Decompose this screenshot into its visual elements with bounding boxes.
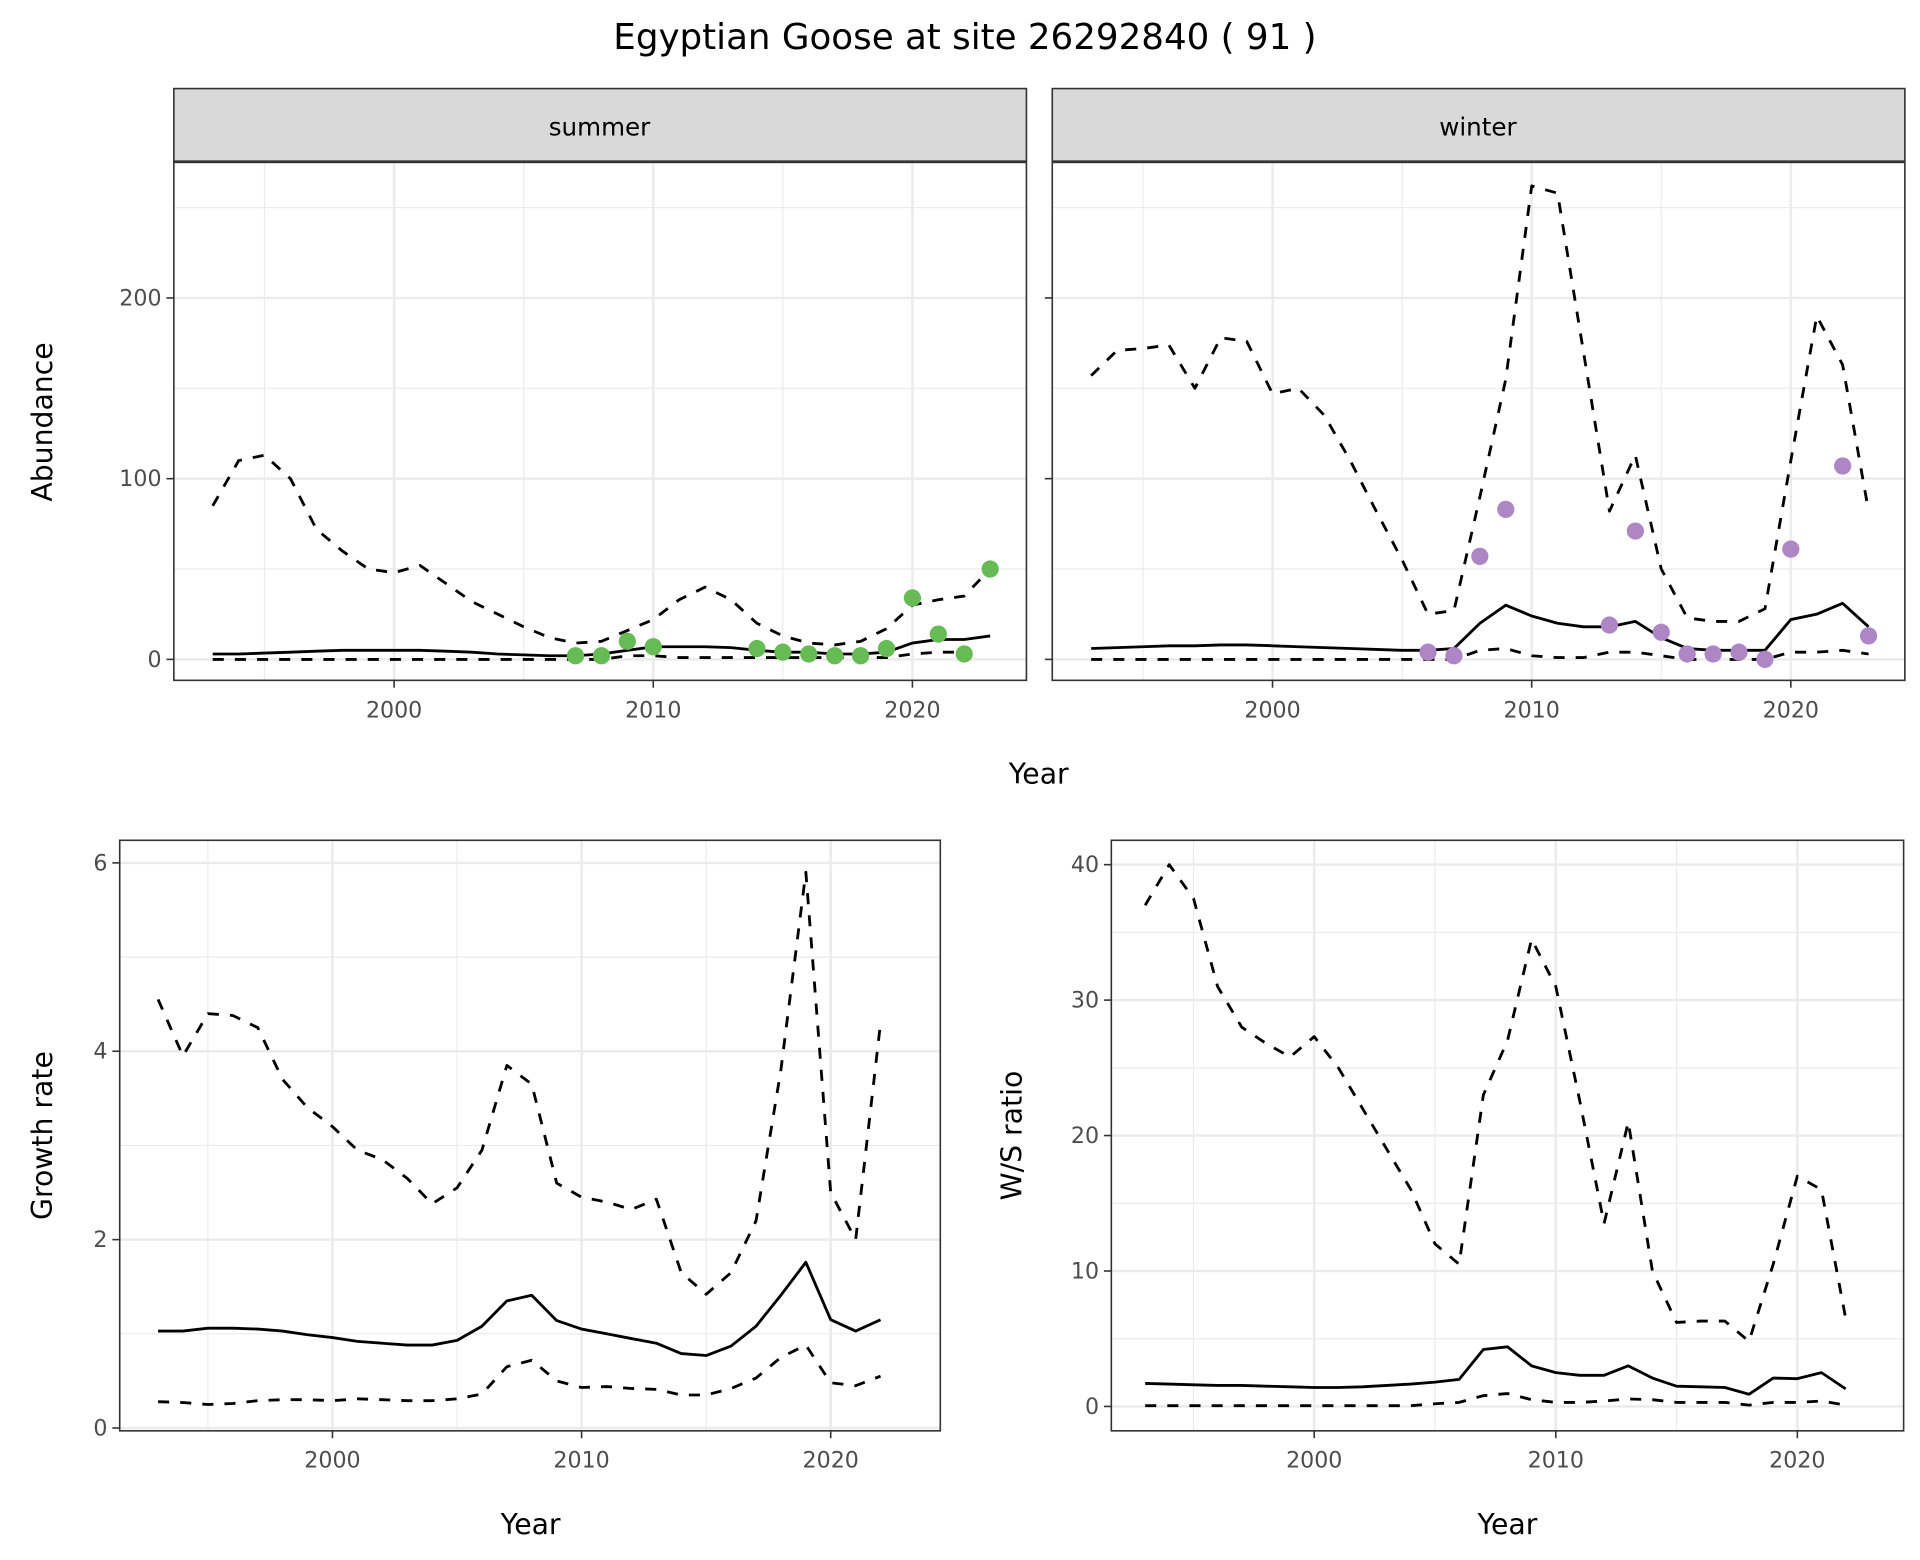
strip-winter-bg (1051, 87, 1906, 162)
series-line-lower (158, 1343, 882, 1406)
observation-point (1445, 647, 1463, 665)
observation-point (1600, 616, 1619, 634)
observation-point (1678, 645, 1696, 663)
panel-border (173, 161, 1028, 682)
observation-point (774, 643, 792, 661)
y-tick-label: 6 (93, 850, 107, 876)
x-axis-label-ws: Year (1477, 1508, 1538, 1541)
x-axis-label-growth: Year (500, 1508, 561, 1541)
observation-point (1626, 522, 1644, 540)
series-line-upper (1143, 863, 1848, 1343)
plot-background (119, 840, 941, 1431)
series-line-upper (1090, 184, 1870, 623)
y-tick-label: 10 (1071, 1258, 1099, 1284)
x-tick-label: 2010 (1528, 1448, 1584, 1474)
observation-point (1859, 627, 1878, 645)
observation-point (1782, 540, 1800, 558)
observation-point (1471, 547, 1489, 565)
x-tick-label: 2020 (803, 1448, 859, 1474)
series-line-upper (156, 870, 882, 1296)
x-tick-label: 2000 (1286, 1448, 1342, 1474)
x-tick-label: 2000 (1244, 697, 1300, 723)
x-tick-label: 2000 (304, 1448, 360, 1474)
strip-summer-bg (173, 87, 1028, 162)
observation-point (877, 639, 896, 658)
observation-point (1704, 645, 1722, 663)
y-tick-label: 4 (93, 1039, 107, 1065)
x-tick-label: 2010 (625, 697, 681, 723)
y-tick-label: 20 (1071, 1123, 1099, 1149)
observation-point (1497, 500, 1515, 518)
panel-winter: 2000 2010 2020 (1044, 161, 1906, 723)
x-tick-label: 2010 (553, 1448, 609, 1474)
observation-point (981, 560, 999, 578)
plot-background (173, 162, 1027, 681)
series-line-estimate (158, 1260, 882, 1357)
y-tick-label: 0 (93, 1415, 107, 1441)
y-tick-label: 40 (1071, 852, 1099, 878)
x-tick-label: 2000 (366, 697, 422, 723)
observation-point (800, 645, 818, 663)
panel-growth-rate: 2000 2010 2020 0 2 4 6 (93, 839, 942, 1474)
observation-point (566, 647, 585, 665)
chart-title: Egyptian Goose at site 26292840 ( 91 ) (613, 17, 1316, 58)
observation-point (644, 638, 662, 656)
observation-point (592, 647, 611, 665)
panel-border (1110, 839, 1905, 1432)
observation-point (748, 639, 766, 658)
series-line-lower (1145, 1392, 1846, 1408)
y-axis-label-abundance: Abundance (26, 342, 59, 501)
observation-point (618, 632, 636, 650)
series-line-estimate (1145, 1345, 1847, 1396)
y-tick-label: 0 (1085, 1394, 1099, 1420)
observation-point (903, 589, 922, 607)
y-tick-label: 30 (1071, 987, 1099, 1013)
strip-label-summer: summer (549, 112, 651, 141)
observation-point (1834, 457, 1852, 475)
x-tick-label: 2010 (1504, 697, 1560, 723)
observation-point (851, 647, 870, 665)
plot-background (1052, 162, 1905, 681)
observation-point (929, 625, 947, 643)
observation-point (1419, 643, 1437, 661)
y-tick-label: 0 (147, 647, 161, 673)
y-axis-label-growth: Growth rate (26, 1051, 59, 1220)
panel-border (118, 839, 942, 1432)
observation-point (1730, 643, 1748, 661)
y-tick-label: 2 (93, 1227, 107, 1253)
x-axis-label-top: Year (1008, 758, 1069, 791)
y-tick-label: 200 (119, 285, 161, 311)
x-tick-label: 2020 (884, 697, 940, 723)
panel-ws-ratio: 2000 2010 2020 0 10 20 30 40 (1071, 839, 1905, 1474)
y-tick-label: 100 (119, 466, 161, 492)
x-tick-label: 2020 (1769, 1448, 1825, 1474)
panel-summer: 2000 2010 2020 0 100 200 (119, 161, 1028, 723)
series-line-upper (211, 453, 992, 647)
panel-border (1051, 161, 1906, 682)
y-axis-label-ws: W/S ratio (996, 1071, 1029, 1201)
observation-point (1652, 623, 1670, 641)
strip-label-winter: winter (1439, 112, 1517, 141)
observation-point (1756, 650, 1774, 668)
observation-point (955, 645, 973, 663)
observation-point (826, 647, 844, 665)
x-tick-label: 2020 (1763, 697, 1819, 723)
